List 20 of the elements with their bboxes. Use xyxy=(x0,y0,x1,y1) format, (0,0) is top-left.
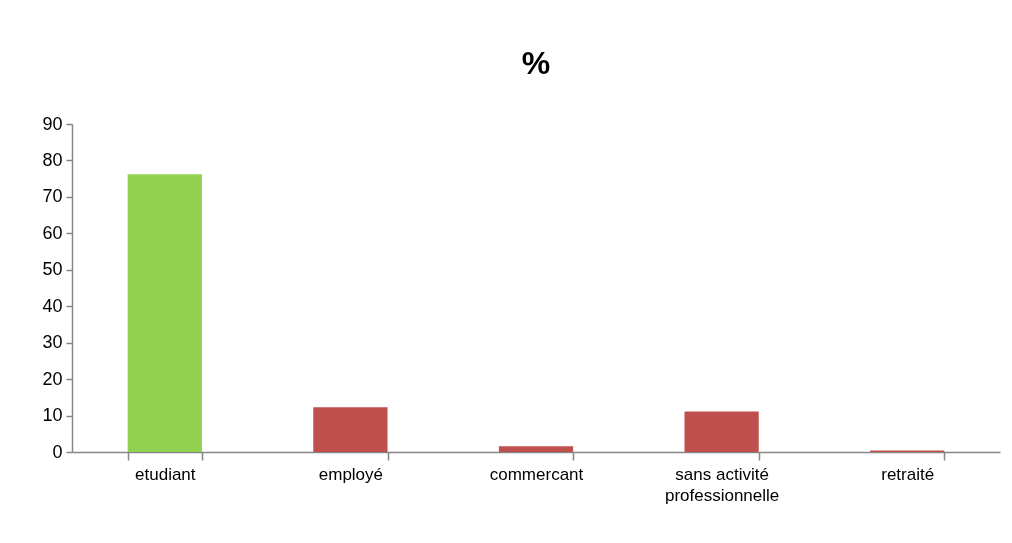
bar xyxy=(127,174,202,452)
y-tick-label: 60 xyxy=(42,222,63,243)
x-tick-label: commercant xyxy=(489,464,584,484)
x-tick-label: sans activité professionnelle xyxy=(664,464,780,505)
x-tick-label: etudiant xyxy=(135,464,196,484)
bar xyxy=(684,411,759,452)
x-tick-label: employé xyxy=(318,464,384,484)
y-tick-label: 30 xyxy=(42,332,63,353)
y-tick-label: 40 xyxy=(42,295,63,316)
chart-title: % xyxy=(521,45,551,81)
y-tick-label: 90 xyxy=(42,113,63,134)
bar xyxy=(313,407,388,452)
y-tick-label: 20 xyxy=(42,368,63,389)
x-tick-label: retraité xyxy=(881,464,935,484)
y-tick-label: 0 xyxy=(52,441,63,462)
y-tick-label: 70 xyxy=(42,186,63,207)
bar xyxy=(498,446,574,452)
y-tick-label: 10 xyxy=(42,405,63,426)
y-tick-label: 50 xyxy=(42,259,63,280)
y-tick-label: 80 xyxy=(42,149,63,170)
